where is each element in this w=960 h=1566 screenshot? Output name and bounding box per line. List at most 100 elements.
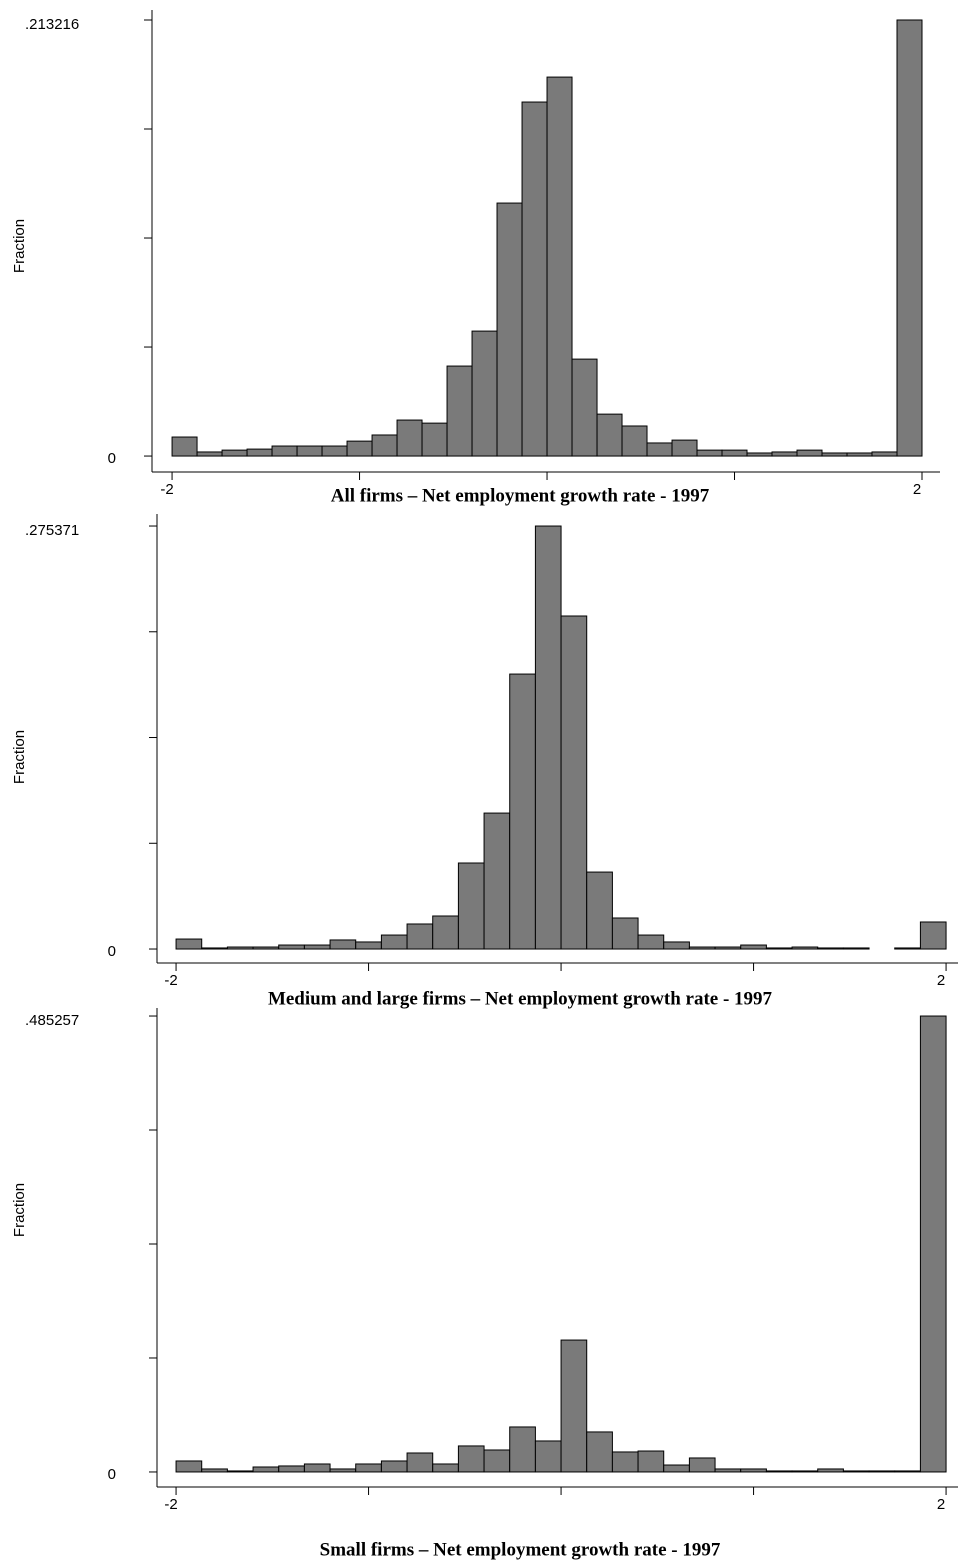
bar <box>596 413 623 457</box>
bar <box>221 449 248 457</box>
bar <box>278 1465 305 1473</box>
bar <box>483 1449 511 1473</box>
bar <box>868 1470 896 1473</box>
bar <box>765 1470 793 1473</box>
bar <box>380 934 408 950</box>
y-tick-label: 0 <box>108 450 116 467</box>
bar <box>765 947 793 950</box>
bar <box>621 425 648 457</box>
bar <box>421 422 448 457</box>
bar <box>846 452 873 457</box>
bar <box>432 1463 459 1473</box>
x-tick-label: 2 <box>913 481 921 498</box>
y-tick-label: .485257 <box>25 1012 79 1029</box>
bar <box>496 202 523 457</box>
bar <box>671 439 698 457</box>
bar <box>586 871 613 950</box>
bar <box>226 1470 254 1473</box>
bar <box>471 330 498 457</box>
y-tick-label: .213216 <box>25 16 79 33</box>
y-axis-label: Fraction <box>11 730 28 784</box>
bar <box>611 917 639 950</box>
bar <box>175 1460 203 1473</box>
bar <box>303 1463 331 1473</box>
bar <box>821 452 848 457</box>
bar <box>871 451 898 457</box>
bar <box>201 1468 228 1473</box>
bar <box>919 1015 947 1473</box>
bar <box>346 440 373 457</box>
bar <box>560 615 588 950</box>
bar <box>457 1445 485 1473</box>
x-tick-label: -2 <box>164 1496 177 1513</box>
x-tick-label: 2 <box>937 1496 945 1513</box>
bar <box>446 365 473 457</box>
bar <box>457 862 485 950</box>
bar <box>796 449 823 457</box>
bar <box>696 449 723 457</box>
bar <box>296 445 323 457</box>
bar <box>817 1468 844 1473</box>
bar <box>396 419 423 457</box>
bar <box>637 1450 665 1473</box>
y-axis-label: Fraction <box>11 1183 28 1237</box>
bar <box>432 915 459 950</box>
y-tick-label: 0 <box>108 1466 116 1483</box>
x-tick-label: -2 <box>164 972 177 989</box>
x-tick-label: 2 <box>937 972 945 989</box>
bar <box>714 946 742 950</box>
bar <box>321 445 348 457</box>
bar <box>303 944 331 950</box>
bar <box>919 921 947 950</box>
bar <box>611 1451 639 1473</box>
bar <box>252 946 280 950</box>
chart-title: Small firms – Net employment growth rate… <box>320 1539 721 1560</box>
bar <box>740 944 767 950</box>
bar <box>746 452 773 457</box>
bar <box>355 1463 382 1473</box>
bar <box>226 946 254 950</box>
bar <box>521 101 548 457</box>
bar <box>663 1464 690 1473</box>
bar <box>355 941 382 950</box>
bar <box>560 1339 588 1473</box>
bar <box>371 434 398 457</box>
bar <box>637 934 665 950</box>
chart-title: All firms – Net employment growth rate -… <box>331 485 710 506</box>
bar <box>406 923 434 950</box>
bar <box>894 1470 921 1473</box>
bar <box>586 1431 613 1473</box>
bar <box>171 436 198 457</box>
bar <box>406 1452 434 1473</box>
bar <box>509 1426 536 1473</box>
bar <box>714 1468 742 1473</box>
bar <box>740 1468 767 1473</box>
bar <box>791 946 819 950</box>
bar <box>196 451 223 457</box>
y-axis-label: Fraction <box>11 219 28 273</box>
bar <box>663 941 690 950</box>
bar <box>380 1460 408 1473</box>
y-tick-label: 0 <box>108 943 116 960</box>
bar <box>842 947 870 950</box>
bar <box>817 947 844 950</box>
bar <box>252 1466 280 1473</box>
bar <box>546 76 573 457</box>
x-tick-label: -2 <box>160 481 173 498</box>
y-tick-label: .275371 <box>25 522 79 539</box>
bar <box>894 947 921 950</box>
bar <box>278 944 305 950</box>
bar <box>271 445 298 457</box>
bar <box>509 673 536 950</box>
bar <box>329 1468 357 1473</box>
bar <box>688 946 716 950</box>
chart-title: Medium and large firms – Net employment … <box>268 988 773 1009</box>
bar <box>896 19 923 457</box>
bar <box>483 812 511 950</box>
bar <box>534 1440 562 1473</box>
bar <box>646 442 673 457</box>
bar <box>571 358 598 457</box>
bar <box>246 448 273 457</box>
bar <box>534 525 562 950</box>
